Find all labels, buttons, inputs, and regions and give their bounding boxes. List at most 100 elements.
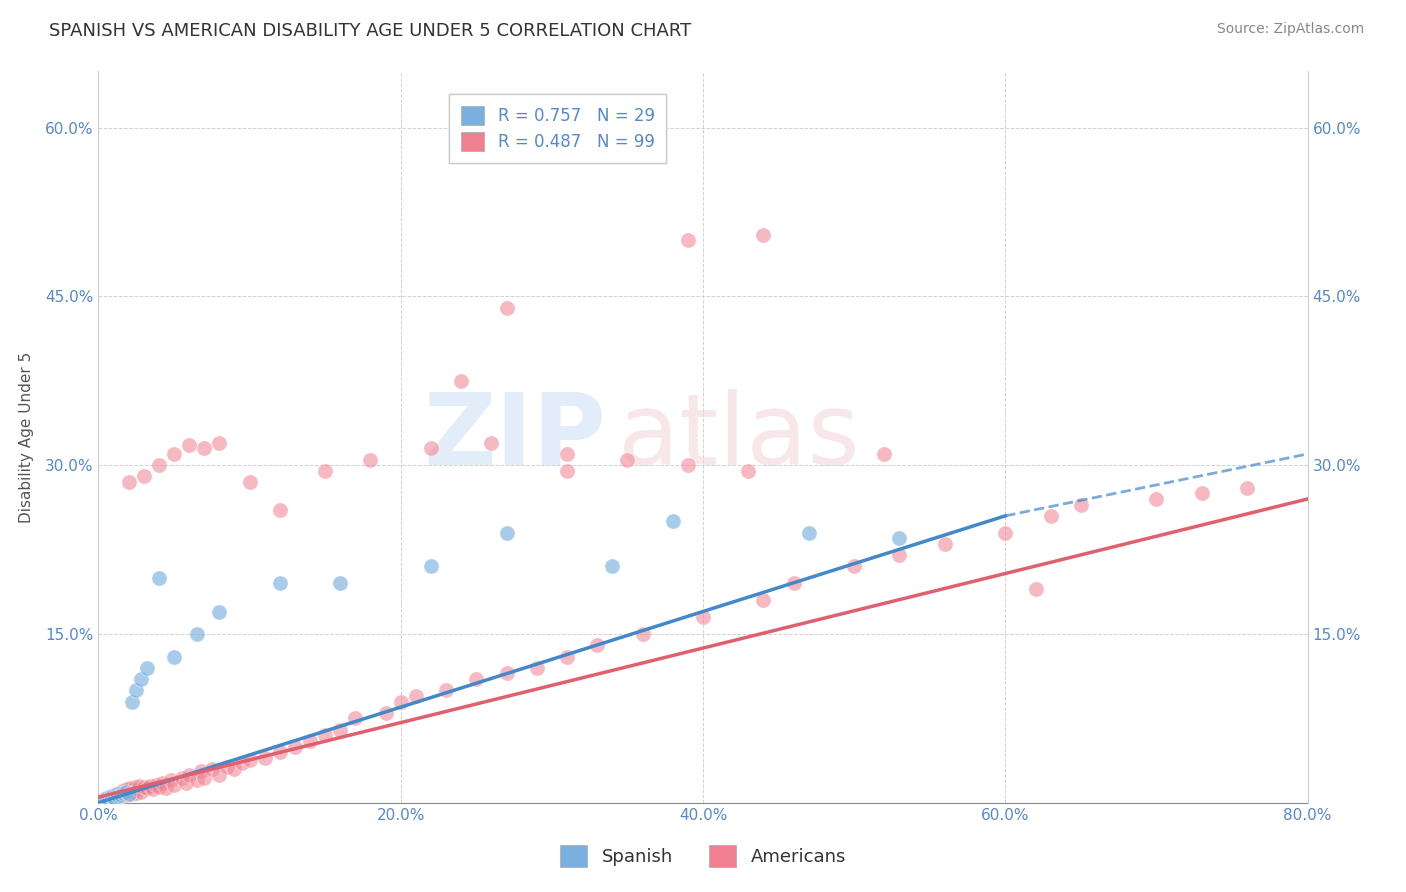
- Point: [98, 792, 121, 806]
- Point: [128, 779, 150, 793]
- Point: [555, 649, 578, 664]
- Point: [101, 789, 124, 803]
- Point: [124, 780, 146, 794]
- Point: [360, 452, 382, 467]
- Point: [125, 683, 148, 698]
- Point: [208, 435, 231, 450]
- Point: [752, 593, 775, 607]
- Point: [495, 525, 517, 540]
- Point: [110, 784, 132, 798]
- Legend: Spanish, Americans: Spanish, Americans: [553, 838, 853, 874]
- Point: [121, 694, 143, 708]
- Point: [224, 762, 246, 776]
- Point: [111, 786, 134, 800]
- Point: [215, 760, 238, 774]
- Point: [269, 745, 291, 759]
- Point: [160, 773, 183, 788]
- Point: [481, 435, 503, 450]
- Point: [103, 788, 125, 802]
- Point: [299, 734, 322, 748]
- Point: [96, 792, 118, 806]
- Y-axis label: Disability Age Under 5: Disability Age Under 5: [18, 351, 34, 523]
- Point: [148, 780, 170, 794]
- Point: [118, 787, 141, 801]
- Point: [602, 559, 624, 574]
- Point: [96, 791, 118, 805]
- Point: [586, 638, 609, 652]
- Point: [374, 706, 396, 720]
- Point: [844, 559, 866, 574]
- Point: [405, 689, 427, 703]
- Point: [148, 571, 170, 585]
- Point: [465, 672, 488, 686]
- Text: Source: ZipAtlas.com: Source: ZipAtlas.com: [1216, 22, 1364, 37]
- Point: [889, 548, 911, 562]
- Point: [125, 786, 148, 800]
- Point: [114, 788, 136, 802]
- Point: [994, 525, 1017, 540]
- Point: [105, 787, 128, 801]
- Point: [631, 627, 654, 641]
- Point: [752, 227, 775, 242]
- Point: [170, 771, 193, 785]
- Point: [420, 442, 443, 456]
- Point: [163, 778, 186, 792]
- Point: [105, 787, 128, 801]
- Point: [676, 233, 699, 247]
- Text: ZIP: ZIP: [423, 389, 606, 485]
- Point: [145, 778, 167, 792]
- Point: [186, 773, 208, 788]
- Point: [873, 447, 896, 461]
- Point: [114, 784, 136, 798]
- Point: [155, 781, 177, 796]
- Point: [110, 789, 132, 803]
- Point: [103, 791, 125, 805]
- Point: [555, 447, 578, 461]
- Point: [495, 666, 517, 681]
- Point: [179, 438, 201, 452]
- Text: SPANISH VS AMERICAN DISABILITY AGE UNDER 5 CORRELATION CHART: SPANISH VS AMERICAN DISABILITY AGE UNDER…: [49, 22, 692, 40]
- Point: [284, 739, 307, 754]
- Point: [100, 791, 122, 805]
- Point: [193, 771, 215, 785]
- Legend: R = 0.757   N = 29, R = 0.487   N = 99: R = 0.757 N = 29, R = 0.487 N = 99: [450, 95, 666, 163]
- Point: [1024, 582, 1046, 596]
- Point: [118, 475, 141, 489]
- Point: [555, 464, 578, 478]
- Point: [93, 793, 115, 807]
- Point: [94, 791, 117, 805]
- Point: [142, 782, 165, 797]
- Point: [676, 458, 699, 473]
- Point: [107, 789, 129, 803]
- Point: [661, 515, 683, 529]
- Point: [239, 475, 262, 489]
- Point: [314, 728, 336, 742]
- Point: [112, 783, 135, 797]
- Point: [329, 723, 352, 737]
- Point: [121, 787, 143, 801]
- Point: [122, 784, 145, 798]
- Point: [1070, 498, 1092, 512]
- Point: [98, 790, 121, 805]
- Point: [889, 532, 911, 546]
- Point: [616, 452, 638, 467]
- Point: [135, 781, 157, 796]
- Point: [135, 661, 157, 675]
- Point: [163, 447, 186, 461]
- Point: [150, 775, 173, 789]
- Point: [107, 788, 129, 802]
- Point: [93, 792, 115, 806]
- Point: [127, 782, 149, 797]
- Point: [148, 458, 170, 473]
- Point: [108, 786, 131, 800]
- Point: [139, 779, 162, 793]
- Point: [450, 374, 472, 388]
- Point: [100, 789, 122, 803]
- Point: [208, 605, 231, 619]
- Point: [344, 711, 367, 725]
- Point: [103, 790, 125, 805]
- Point: [314, 464, 336, 478]
- Point: [101, 790, 124, 805]
- Point: [1039, 508, 1062, 523]
- Point: [692, 610, 714, 624]
